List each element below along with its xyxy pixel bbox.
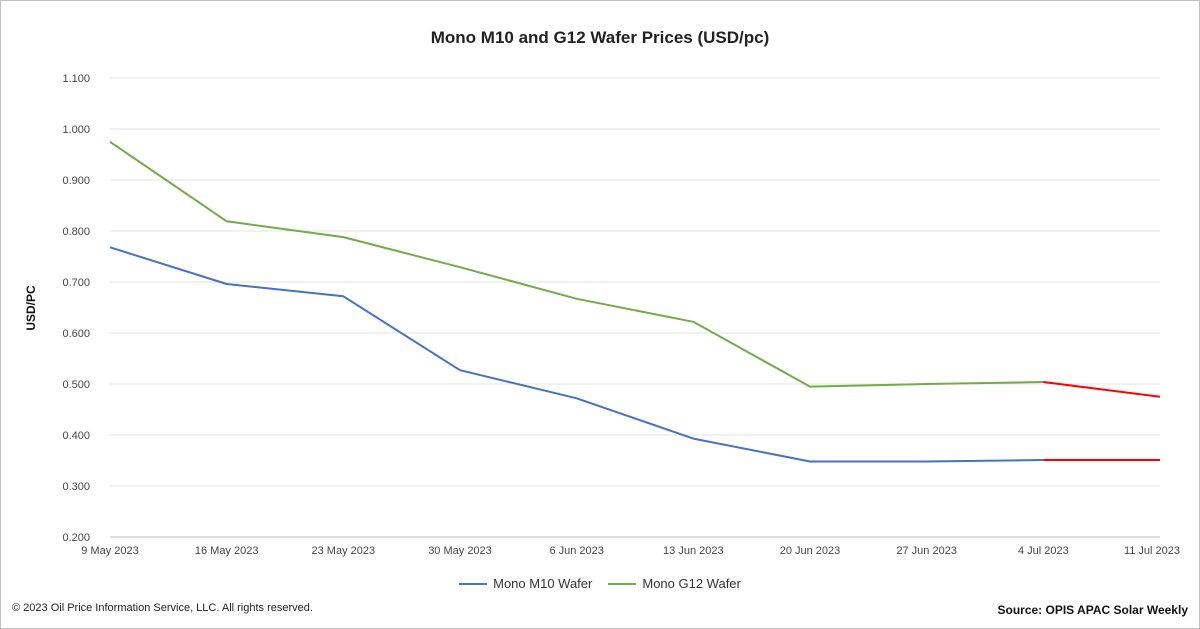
legend-label-m10: Mono M10 Wafer xyxy=(493,576,593,591)
y-tick-label: 0.300 xyxy=(62,481,90,493)
series-line-g12 xyxy=(109,140,1044,388)
x-tick-label: 16 May 2023 xyxy=(195,545,259,557)
y-tick-label: 0.500 xyxy=(62,379,90,391)
x-tick-label: 27 Jun 2023 xyxy=(896,545,957,557)
x-tick-label: 13 Jun 2023 xyxy=(663,545,724,557)
legend-swatch-g12 xyxy=(608,582,637,585)
legend-item-g12: Mono G12 Wafer xyxy=(608,576,741,591)
source-note: Source: OPIS APAC Solar Weekly xyxy=(997,603,1188,617)
x-tick-label: 20 Jun 2023 xyxy=(780,545,841,557)
series-latest-segment-g12 xyxy=(1043,380,1161,398)
series-line-m10 xyxy=(109,246,1044,463)
y-tick-label: 0.700 xyxy=(62,277,90,289)
y-tick-label: 0.200 xyxy=(62,532,90,544)
chart-title: Mono M10 and G12 Wafer Prices (USD/pc) xyxy=(430,28,770,47)
copyright-note: © 2023 Oil Price Information Service, LL… xyxy=(12,602,313,614)
y-tick-label: 0.800 xyxy=(62,226,90,238)
legend-swatch-m10 xyxy=(459,582,488,585)
y-tick-label: 0.900 xyxy=(62,175,90,187)
x-tick-label: 11 Jul 2023 xyxy=(1124,545,1180,557)
legend: Mono M10 Wafer Mono G12 Wafer xyxy=(0,576,1200,591)
legend-item-m10: Mono M10 Wafer xyxy=(459,576,592,591)
x-tick-label: 30 May 2023 xyxy=(428,545,492,557)
x-tick-label: 6 Jun 2023 xyxy=(549,545,603,557)
y-tick-label: 0.400 xyxy=(62,430,90,442)
x-tick-label: 23 May 2023 xyxy=(312,545,376,557)
x-tick-label: 9 May 2023 xyxy=(81,545,138,557)
x-tick-label: 4 Jul 2023 xyxy=(1018,545,1069,557)
legend-label-g12: Mono G12 Wafer xyxy=(642,576,741,591)
y-tick-label: 0.600 xyxy=(62,328,90,340)
y-tick-label: 1.000 xyxy=(62,124,90,136)
y-tick-label: 1.100 xyxy=(62,73,90,85)
